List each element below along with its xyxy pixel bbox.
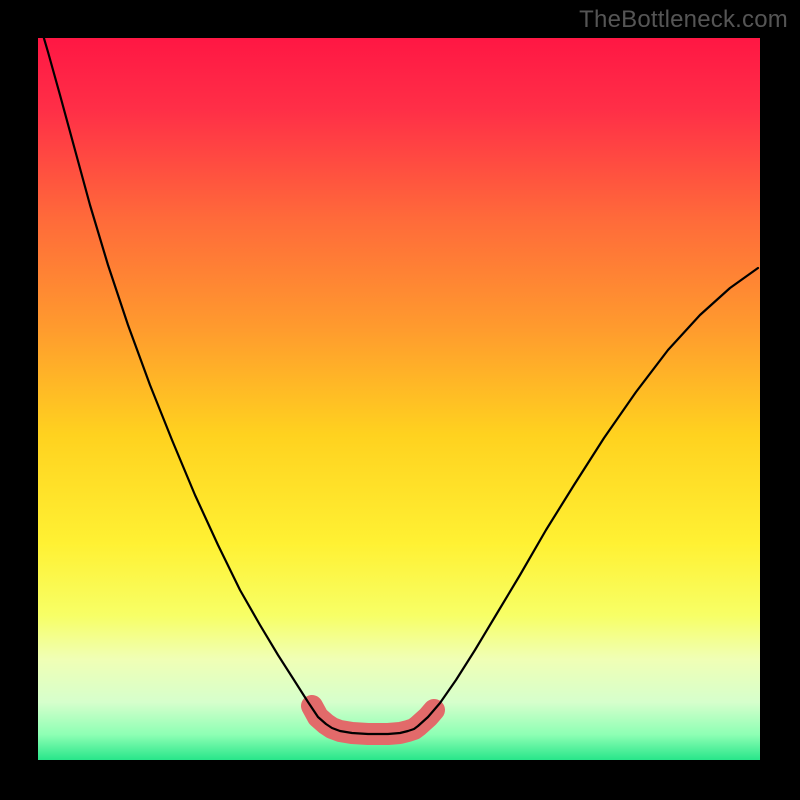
chart-container: TheBottleneck.com xyxy=(0,0,800,800)
watermark-text: TheBottleneck.com xyxy=(579,6,788,34)
bottleneck-curve-chart xyxy=(0,0,800,800)
plot-background xyxy=(38,38,760,760)
